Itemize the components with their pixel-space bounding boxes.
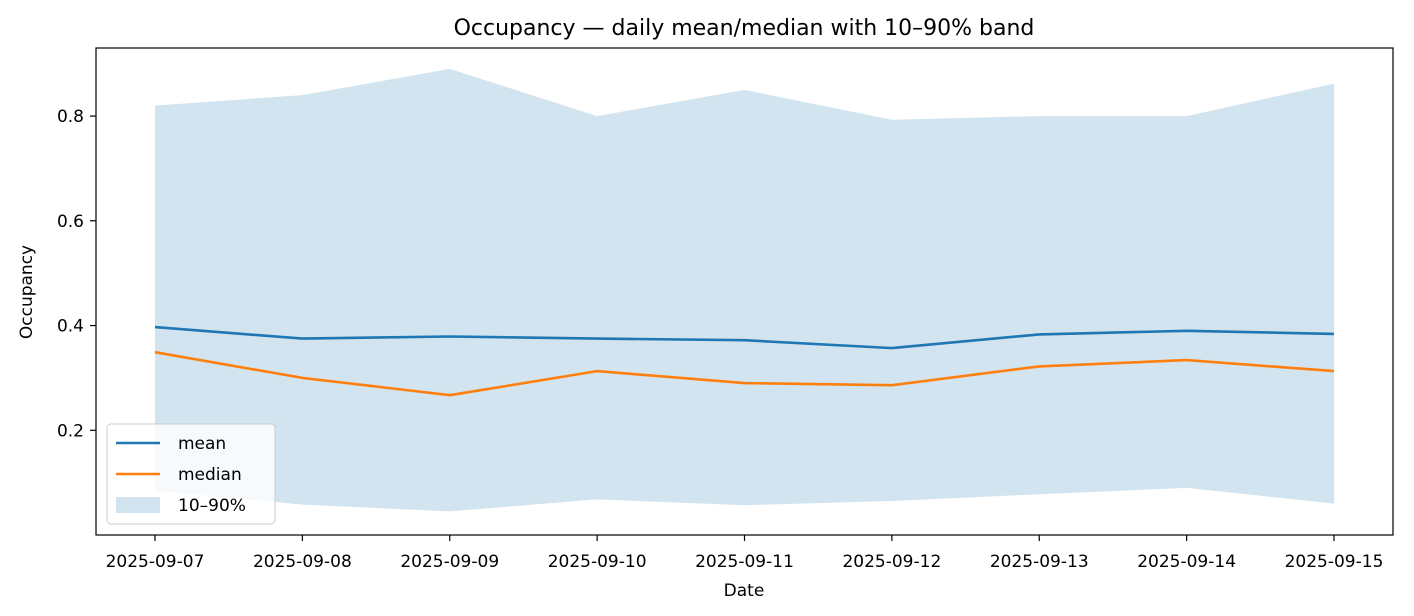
y-axis-label: Occupancy xyxy=(17,245,37,339)
x-tick-label: 2025-09-15 xyxy=(1285,552,1384,572)
chart-title: Occupancy — daily mean/median with 10–90… xyxy=(454,16,1035,41)
y-tick-label: 0.6 xyxy=(57,212,84,232)
legend-mean-label: mean xyxy=(178,434,226,454)
legend-median-label: median xyxy=(178,465,242,485)
x-axis-label: Date xyxy=(724,581,765,601)
mean-line xyxy=(154,325,1335,350)
x-tick-label: 2025-09-12 xyxy=(842,552,941,572)
legend-band-swatch xyxy=(116,497,160,513)
y-tick-label: 0.8 xyxy=(57,107,84,127)
legend-box xyxy=(106,423,276,525)
band-area xyxy=(155,68,1334,512)
legend-band-label: 10–90% xyxy=(178,496,246,516)
lines-layer xyxy=(154,325,1335,397)
median-line xyxy=(154,350,1335,397)
x-tick-label: 2025-09-14 xyxy=(1137,552,1236,572)
x-axis: 2025-09-07 2025-09-08 2025-09-09 2025-09-10… xyxy=(106,535,1384,572)
y-tick-label: 0.2 xyxy=(57,421,84,441)
x-tick-label: 2025-09-09 xyxy=(400,552,499,572)
legend: mean median 10–90% xyxy=(106,423,276,525)
y-tick-label: 0.4 xyxy=(57,317,84,337)
x-tick-label: 2025-09-08 xyxy=(253,552,352,572)
x-tick-label: 2025-09-10 xyxy=(548,552,647,572)
y-axis: 0.2 0.4 0.6 0.8 xyxy=(57,107,96,441)
x-tick-label: 2025-09-07 xyxy=(106,552,205,572)
band-layer xyxy=(155,68,1334,512)
x-tick-label: 2025-09-11 xyxy=(695,552,794,572)
x-tick-label: 2025-09-13 xyxy=(990,552,1089,572)
